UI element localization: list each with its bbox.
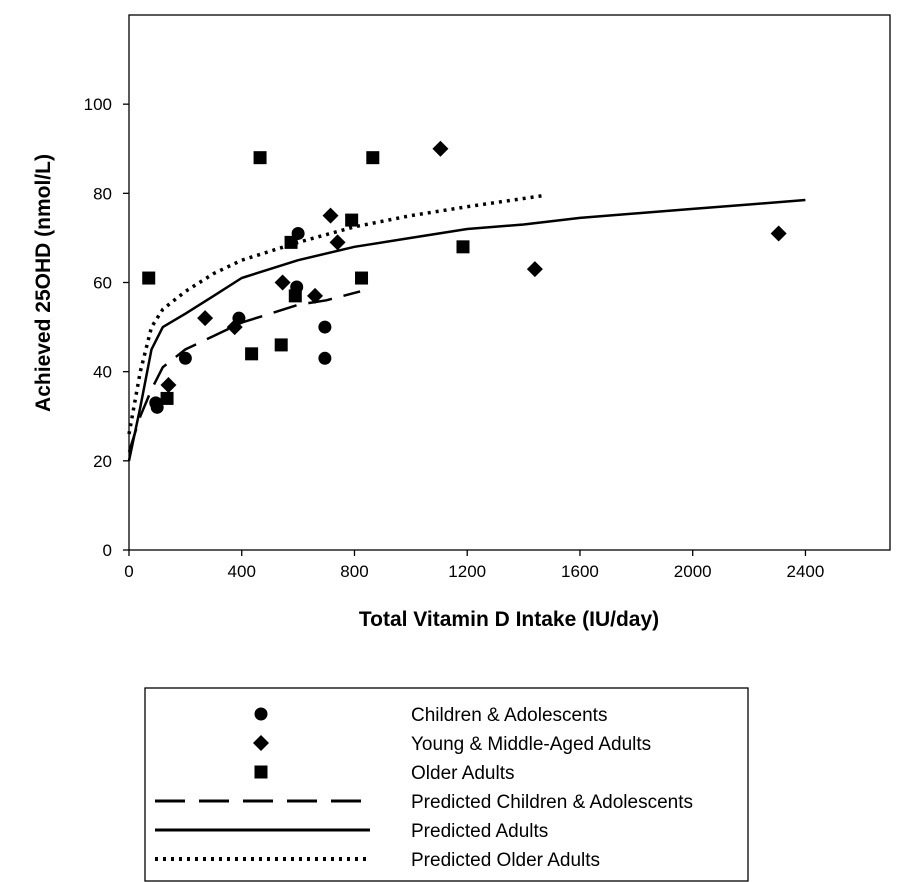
series-line (127, 193, 544, 435)
y-tick-label: 0 (103, 541, 112, 560)
plot-area: 0 400 800 1200 1600 2000 2400 0 20 40 60 80 100 (84, 14, 891, 581)
plot-frame (128, 14, 891, 551)
data-point-diamond (432, 140, 449, 157)
data-point-square (345, 213, 359, 227)
data-point-circle (318, 351, 332, 365)
data-point-square (160, 391, 174, 405)
y-tick-label: 20 (93, 452, 112, 471)
x-axis-title: Total Vitamin D Intake (IU/day) (359, 608, 659, 631)
legend-marker-square (254, 765, 268, 779)
data-point-square (366, 151, 380, 165)
x-tick-label: 0 (124, 562, 133, 581)
legend-marker-circle (254, 707, 268, 721)
x-tick-label: 2400 (787, 562, 825, 581)
data-point-square (274, 338, 288, 352)
data-point-diamond (307, 287, 324, 304)
y-tick-label: 40 (93, 363, 112, 382)
legend-frame (144, 687, 749, 882)
prediction-lines (127, 193, 806, 462)
data-point-square (245, 347, 259, 361)
data-point-diamond (226, 319, 243, 336)
legend-label: Predicted Adults (411, 821, 548, 842)
x-tick-label: 2000 (674, 562, 712, 581)
legend-label: Children & Adolescents (411, 705, 607, 726)
y-axis-title: Achieved 25OHD (nmol/L) (32, 154, 55, 412)
data-point-square (284, 235, 298, 249)
y-tick-label: 100 (84, 95, 112, 114)
data-point-diamond (329, 234, 346, 251)
data-point-square (355, 271, 369, 285)
data-point-diamond (160, 377, 177, 394)
data-point-square (142, 271, 156, 285)
x-tick-label: 400 (228, 562, 256, 581)
data-point-diamond (197, 310, 214, 327)
data-point-diamond (322, 207, 339, 224)
legend-label: Young & Middle-Aged Adults (411, 734, 651, 755)
data-point-circle (178, 351, 192, 365)
series-line (127, 198, 806, 462)
data-point-diamond (274, 274, 291, 291)
legend-marker-diamond (253, 735, 269, 751)
x-tick-label: 1600 (561, 562, 599, 581)
data-point-diamond (770, 225, 787, 242)
data-point-square (456, 240, 470, 254)
data-point-square (288, 289, 302, 303)
legend-label: Predicted Children & Adolescents (411, 792, 693, 813)
data-markers (142, 140, 787, 414)
x-tick-label: 1200 (448, 562, 486, 581)
y-tick-label: 60 (93, 274, 112, 293)
legend-label: Older Adults (411, 763, 515, 784)
y-axis-ticks: 0 20 40 60 80 100 (84, 95, 129, 560)
data-point-diamond (526, 261, 543, 278)
y-tick-label: 80 (93, 184, 112, 203)
data-point-circle (150, 400, 164, 414)
legend: Children & Adolescents Young & Middle-Age… (144, 687, 749, 882)
data-point-square (253, 151, 267, 165)
legend-label: Predicted Older Adults (411, 850, 600, 871)
data-point-circle (318, 320, 332, 334)
x-tick-label: 800 (340, 562, 368, 581)
x-axis-ticks: 0 400 800 1200 1600 2000 2400 (124, 550, 824, 581)
